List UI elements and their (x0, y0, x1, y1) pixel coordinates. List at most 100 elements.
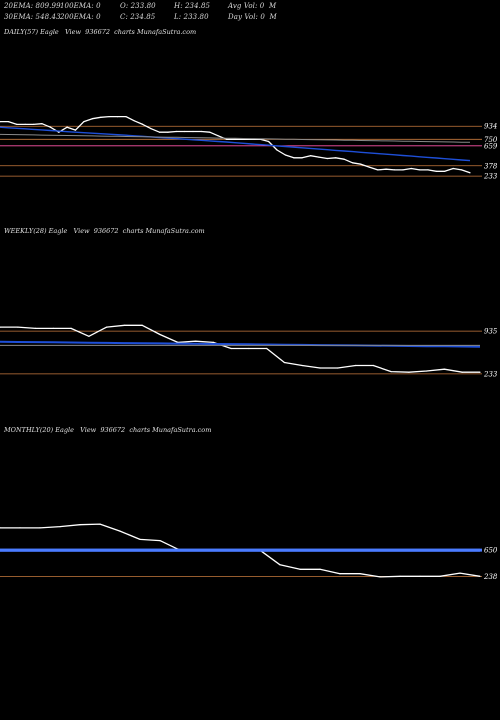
weekly-panel-label: WEEKLY(28) Eagle View 936672 charts Muna… (4, 227, 205, 235)
daily-price-point (66, 126, 68, 128)
monthly-y-tick-label: 650 (484, 547, 498, 555)
monthly-panel-label: MONTHLY(20) Eagle View 936672 charts Mun… (4, 426, 212, 434)
daily-price-point (167, 131, 169, 133)
daily-price-point (125, 116, 127, 118)
monthly-price-point (339, 573, 341, 575)
monthly-price-point (299, 568, 301, 570)
daily-price-point (393, 169, 396, 171)
weekly-price-point (70, 327, 72, 329)
daily-price-point (74, 129, 77, 131)
daily-price-point (83, 121, 85, 123)
monthly-price-point (379, 576, 381, 578)
weekly-price-point (0, 326, 1, 328)
daily-price-point (452, 167, 454, 170)
daily-price-line (0, 115, 471, 174)
daily-price-point (33, 123, 35, 125)
daily-price-point (377, 169, 379, 171)
daily-price-point (24, 123, 26, 125)
daily-price-point (318, 156, 320, 158)
weekly-chart: 935 233 (0, 324, 498, 378)
daily-price-point (234, 138, 236, 140)
monthly-price-point (39, 527, 41, 529)
daily-panel-label: DAILY(57) Eagle View 936672 charts Munaf… (4, 28, 197, 36)
weekly-y-tick-label: 935 (484, 328, 498, 336)
weekly-price-point (17, 326, 19, 328)
monthly-price-point (439, 575, 441, 577)
weekly-price-point (301, 364, 303, 367)
weekly-price-point (230, 347, 232, 350)
daily-price-point (91, 118, 93, 120)
weekly-y-tick-label: 233 (483, 370, 498, 378)
header-100ema: 100EMA: 0 (60, 2, 101, 10)
weekly-price-point (35, 327, 37, 329)
weekly-ema_short-line (0, 340, 481, 348)
weekly-price-point (319, 367, 321, 369)
daily-y-tick-label: 233 (483, 173, 498, 181)
weekly-price-point (283, 361, 285, 364)
daily-price-point (461, 169, 463, 171)
weekly-price-point (408, 371, 410, 373)
daily-price-point (133, 120, 135, 122)
monthly-price-point (399, 575, 401, 577)
monthly-price-point (79, 524, 81, 526)
monthly-price-point (0, 527, 1, 529)
daily-price-point (116, 116, 119, 118)
monthly-y-tick-label: 238 (483, 573, 498, 581)
weekly-price-line (0, 324, 480, 373)
daily-price-point (192, 130, 194, 133)
monthly-price-point (359, 573, 361, 575)
daily-price-point (217, 135, 219, 137)
daily-price-point (200, 130, 202, 133)
weekly-price-point (266, 347, 268, 350)
daily-y-tick-label: 659 (484, 142, 498, 150)
weekly-price-point (106, 326, 108, 328)
daily-price-point (0, 121, 1, 123)
daily-price-point (410, 167, 412, 170)
monthly-chart: 650 238 (0, 523, 498, 581)
weekly-price-point (337, 367, 339, 369)
daily-price-point (150, 128, 152, 130)
weekly-price-point (123, 324, 125, 326)
weekly-price-point (355, 364, 357, 367)
header-high: H: 234.85 (174, 2, 211, 10)
daily-y-tick-label: 378 (484, 162, 498, 170)
monthly-price-point (419, 575, 421, 577)
daily-price-point (385, 168, 387, 170)
daily-price-point (343, 158, 345, 160)
daily-price-point (175, 130, 177, 133)
monthly-price-point (119, 530, 121, 532)
weekly-price-point (461, 371, 463, 373)
daily-price-point (142, 123, 144, 125)
daily-price-point (41, 123, 43, 125)
weekly-price-point (248, 347, 250, 350)
monthly-price-point (319, 568, 321, 570)
monthly-price-point (159, 540, 161, 542)
daily-price-point (58, 131, 60, 133)
daily-price-point (158, 131, 161, 133)
daily-ema_long-line (0, 133, 471, 143)
daily-price-point (368, 166, 370, 168)
daily-price-point (326, 157, 328, 160)
daily-price-point (309, 155, 312, 157)
weekly-price-point (88, 335, 90, 337)
weekly-price-point (212, 341, 214, 343)
daily-price-point (16, 123, 18, 125)
daily-price-point (435, 170, 437, 172)
daily-y-tick-label: 750 (484, 136, 498, 144)
daily-price-point (268, 140, 270, 143)
daily-price-point (209, 131, 211, 133)
daily-price-point (284, 154, 286, 156)
header-20ema: 20EMA: 809.99 (4, 2, 61, 10)
daily-price-point (360, 163, 362, 165)
daily-price-point (293, 157, 295, 159)
weekly-price-point (195, 340, 197, 342)
header-day-vol: Day Vol: 0 M (228, 13, 277, 21)
daily-price-point (108, 116, 110, 118)
daily-price-point (351, 162, 354, 164)
daily-price-point (427, 169, 429, 171)
daily-price-point (226, 138, 228, 140)
weekly-price-point (426, 370, 428, 372)
header-close: C: 234.85 (120, 13, 156, 21)
